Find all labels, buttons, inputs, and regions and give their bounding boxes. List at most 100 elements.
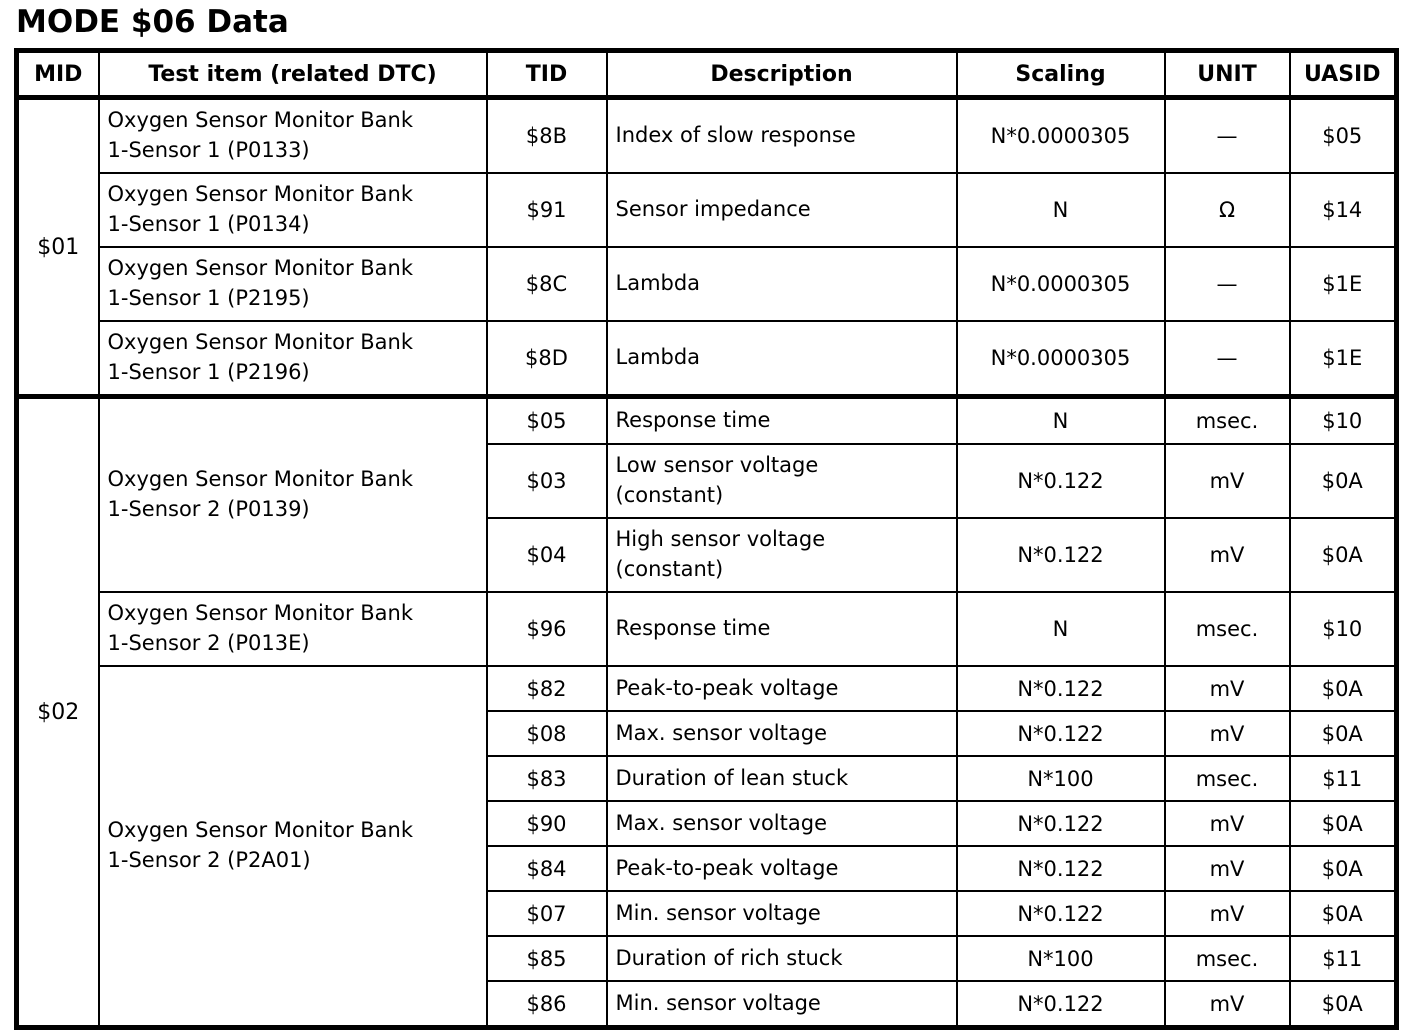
tid-cell: $03 <box>485 443 608 519</box>
tid-cell: $84 <box>485 845 608 892</box>
unit-cell: msec. <box>1163 935 1291 982</box>
uasid-cell: $11 <box>1288 755 1398 802</box>
uasid-cell: $0A <box>1288 710 1398 757</box>
table-row: $84 Peak-to-peak voltage N*0.122 mV $0A <box>17 845 1398 892</box>
unit-cell: mV <box>1163 443 1291 519</box>
tid-cell: $90 <box>485 800 608 847</box>
header-uasid: UASID <box>1288 49 1398 100</box>
mid-cell: $01 <box>15 96 100 398</box>
test-item-cell: Oxygen Sensor Monitor Bank 1-Sensor 1 (P… <box>97 96 488 174</box>
table-row: $07 Min. sensor voltage N*0.122 mV $0A <box>17 890 1398 937</box>
unit-cell: mV <box>1163 980 1291 1029</box>
table-row: Oxygen Sensor Monitor Bank 1-Sensor 2 (P… <box>17 591 1398 667</box>
unit-cell: msec. <box>1163 394 1291 445</box>
test-item-cell: Oxygen Sensor Monitor Bank 1-Sensor 2 (P… <box>97 665 488 1029</box>
description-cell: Duration of rich stuck <box>605 935 958 982</box>
uasid-cell: $0A <box>1288 800 1398 847</box>
description-cell: Lambda <box>605 246 958 322</box>
mode06-data-table: MID Test item (related DTC) TID Descript… <box>14 48 1399 1030</box>
test-item-cell: Oxygen Sensor Monitor Bank 1-Sensor 1 (P… <box>97 246 488 322</box>
scaling-cell: N*0.0000305 <box>955 246 1166 322</box>
header-unit: UNIT <box>1163 49 1291 100</box>
header-scaling: Scaling <box>955 49 1166 100</box>
scaling-cell: N*100 <box>955 935 1166 982</box>
scaling-cell: N*0.122 <box>955 665 1166 712</box>
scaling-cell: N*100 <box>955 755 1166 802</box>
header-row: MID Test item (related DTC) TID Descript… <box>15 49 1398 100</box>
tid-cell: $85 <box>485 935 608 982</box>
header-test-item: Test item (related DTC) <box>97 49 488 100</box>
table-row: $03 Low sensor voltage (constant) N*0.12… <box>17 443 1398 519</box>
test-item-cell: Oxygen Sensor Monitor Bank 1-Sensor 1 (P… <box>97 172 488 248</box>
table-row: Oxygen Sensor Monitor Bank 1-Sensor 1 (P… <box>17 172 1398 248</box>
uasid-cell: $14 <box>1288 172 1398 248</box>
table-row: $01 Oxygen Sensor Monitor Bank 1-Sensor … <box>15 96 1398 398</box>
uasid-cell: $0A <box>1288 665 1398 712</box>
description-cell: Peak-to-peak voltage <box>605 845 958 892</box>
mid-cell: $02 <box>15 394 100 1029</box>
tid-cell: $8C <box>485 246 608 322</box>
description-cell: Response time <box>605 591 958 667</box>
table-row: $90 Max. sensor voltage N*0.122 mV $0A <box>17 800 1398 847</box>
scaling-cell: N*0.122 <box>955 890 1166 937</box>
table-row: $85 Duration of rich stuck N*100 msec. $… <box>17 935 1398 982</box>
unit-cell: mV <box>1163 845 1291 892</box>
scaling-cell: N <box>955 172 1166 248</box>
scaling-cell: N*0.122 <box>955 800 1166 847</box>
description-cell: Max. sensor voltage <box>605 800 958 847</box>
scaling-cell: N*0.122 <box>955 980 1166 1029</box>
unit-cell: mV <box>1163 710 1291 757</box>
tid-cell: $05 <box>485 394 608 445</box>
scaling-cell: N*0.122 <box>955 710 1166 757</box>
tid-cell: $08 <box>485 710 608 757</box>
tid-cell: $8D <box>485 320 608 398</box>
tid-cell: $07 <box>485 890 608 937</box>
tid-cell: $83 <box>485 755 608 802</box>
scaling-cell: N*0.0000305 <box>955 320 1166 398</box>
description-cell: Min. sensor voltage <box>605 980 958 1029</box>
uasid-cell: $0A <box>1288 845 1398 892</box>
unit-cell: msec. <box>1163 591 1291 667</box>
unit-cell: — <box>1163 246 1291 322</box>
uasid-cell: $0A <box>1288 517 1398 593</box>
unit-cell: — <box>1163 320 1291 398</box>
tid-cell: $86 <box>485 980 608 1029</box>
scaling-cell: N <box>955 394 1166 445</box>
table-row: $02 Oxygen Sensor Monitor Bank 1-Sensor … <box>15 394 1398 1029</box>
table-row: Oxygen Sensor Monitor Bank 1-Sensor 1 (P… <box>17 246 1398 322</box>
scaling-cell: N*0.0000305 <box>955 96 1166 174</box>
description-cell: Peak-to-peak voltage <box>605 665 958 712</box>
tid-cell: $96 <box>485 591 608 667</box>
tid-cell: $82 <box>485 665 608 712</box>
description-cell: Min. sensor voltage <box>605 890 958 937</box>
description-cell: Max. sensor voltage <box>605 710 958 757</box>
unit-cell: mV <box>1163 800 1291 847</box>
uasid-cell: $05 <box>1288 96 1398 174</box>
test-item-cell: Oxygen Sensor Monitor Bank 1-Sensor 1 (P… <box>97 320 488 398</box>
test-item-cell: Oxygen Sensor Monitor Bank 1-Sensor 2 (P… <box>97 394 488 593</box>
unit-cell: mV <box>1163 890 1291 937</box>
tid-cell: $04 <box>485 517 608 593</box>
unit-cell: Ω <box>1163 172 1291 248</box>
unit-cell: msec. <box>1163 755 1291 802</box>
uasid-cell: $0A <box>1288 443 1398 519</box>
scaling-cell: N*0.122 <box>955 443 1166 519</box>
test-item-cell: Oxygen Sensor Monitor Bank 1-Sensor 2 (P… <box>97 591 488 667</box>
scaling-cell: N <box>955 591 1166 667</box>
table-row: $83 Duration of lean stuck N*100 msec. $… <box>17 755 1398 802</box>
description-cell: Lambda <box>605 320 958 398</box>
description-cell: High sensor voltage (constant) <box>605 517 958 593</box>
uasid-cell: $10 <box>1288 591 1398 667</box>
description-cell: Sensor impedance <box>605 172 958 248</box>
uasid-cell: $0A <box>1288 980 1398 1029</box>
description-cell: Index of slow response <box>605 96 958 174</box>
uasid-cell: $0A <box>1288 890 1398 937</box>
header-tid: TID <box>485 49 608 100</box>
description-cell: Duration of lean stuck <box>605 755 958 802</box>
uasid-cell: $1E <box>1288 320 1398 398</box>
uasid-cell: $11 <box>1288 935 1398 982</box>
page-title: MODE $06 Data <box>16 4 289 40</box>
uasid-cell: $1E <box>1288 246 1398 322</box>
scaling-cell: N*0.122 <box>955 517 1166 593</box>
